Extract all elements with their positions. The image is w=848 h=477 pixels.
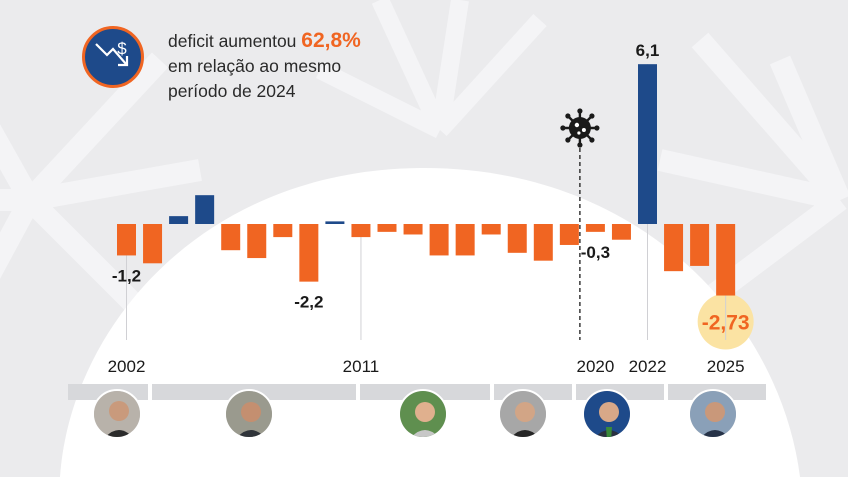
sunburst-top [315, 0, 547, 139]
bar-2015 [455, 224, 475, 256]
bar-2023 [664, 224, 684, 272]
virus-spike-tip [577, 108, 583, 114]
bar-2005 [195, 195, 215, 224]
virus-spike-tip [565, 113, 571, 119]
x-tick-labels: 2002 2011 2020 2022 2025 [108, 357, 745, 376]
bar-2002 [117, 224, 136, 256]
x-tick-2020: 2020 [576, 357, 614, 376]
bar-2012 [377, 224, 397, 232]
virus-spike-tip [589, 137, 595, 143]
virus-spike-tip [594, 125, 600, 131]
president-portrait [224, 389, 274, 439]
data-label-2025: -2,73 [702, 312, 750, 335]
president-portrait [92, 389, 142, 439]
bar-2003 [143, 224, 163, 264]
president-portrait [688, 389, 738, 439]
sunburst-left [0, 52, 202, 328]
bar-2018 [533, 224, 553, 261]
president-portrait [398, 389, 448, 439]
bar-2016 [481, 224, 501, 235]
guide-lines [126, 64, 754, 350]
bar-2010 [325, 221, 345, 224]
headline-line-2: em relação ao mesmo [168, 56, 342, 76]
bar-2019 [559, 224, 579, 245]
data-label-2022: 6,1 [636, 41, 660, 60]
bar-2022 [638, 64, 657, 225]
data-label-2002: -1,2 [112, 266, 141, 285]
virus-spike-tip [560, 125, 566, 131]
virus-spike-tip [589, 113, 595, 119]
bar-2004 [169, 216, 189, 224]
virus-body [568, 117, 591, 139]
bar-2011 [351, 224, 371, 238]
dollar-trend-down-icon: $ [82, 26, 144, 88]
bar-2020 [585, 224, 605, 232]
x-tick-2011: 2011 [343, 357, 380, 376]
x-tick-2025: 2025 [707, 357, 745, 376]
bar-2017 [507, 224, 527, 253]
bar-2006 [221, 224, 241, 251]
headline-highlight: 62,8% [301, 29, 361, 52]
virus-dot [574, 122, 580, 128]
headline: deficit aumentou 62,8% em relação ao mes… [168, 28, 428, 104]
data-labels: -1,2 -2,2 -0,3 6,1 -2,73 [112, 41, 750, 334]
bar-2009 [299, 224, 319, 282]
data-label-2020: -0,3 [581, 243, 610, 262]
x-tick-2002: 2002 [108, 357, 146, 376]
virus-dot [577, 131, 581, 135]
bar-2007 [247, 224, 267, 259]
virus-spike-tip [577, 142, 583, 148]
svg-text:$: $ [117, 39, 127, 58]
president-portrait [582, 389, 632, 439]
bars [117, 64, 736, 296]
data-label-2009: -2,2 [294, 293, 323, 312]
virus-icon [560, 108, 600, 340]
bar-2024 [690, 224, 710, 266]
bar-2013 [403, 224, 423, 235]
virus-dot [581, 128, 586, 132]
virus-spike-tip [565, 137, 571, 143]
bar-2025 [716, 224, 736, 296]
headline-prefix: deficit aumentou [168, 31, 302, 51]
headline-line-3: período de 2024 [168, 81, 296, 101]
bar-2008 [273, 224, 293, 238]
x-tick-2022: 2022 [629, 357, 667, 376]
bar-2021 [611, 224, 631, 240]
bar-2014 [429, 224, 449, 256]
president-portrait [498, 389, 548, 439]
